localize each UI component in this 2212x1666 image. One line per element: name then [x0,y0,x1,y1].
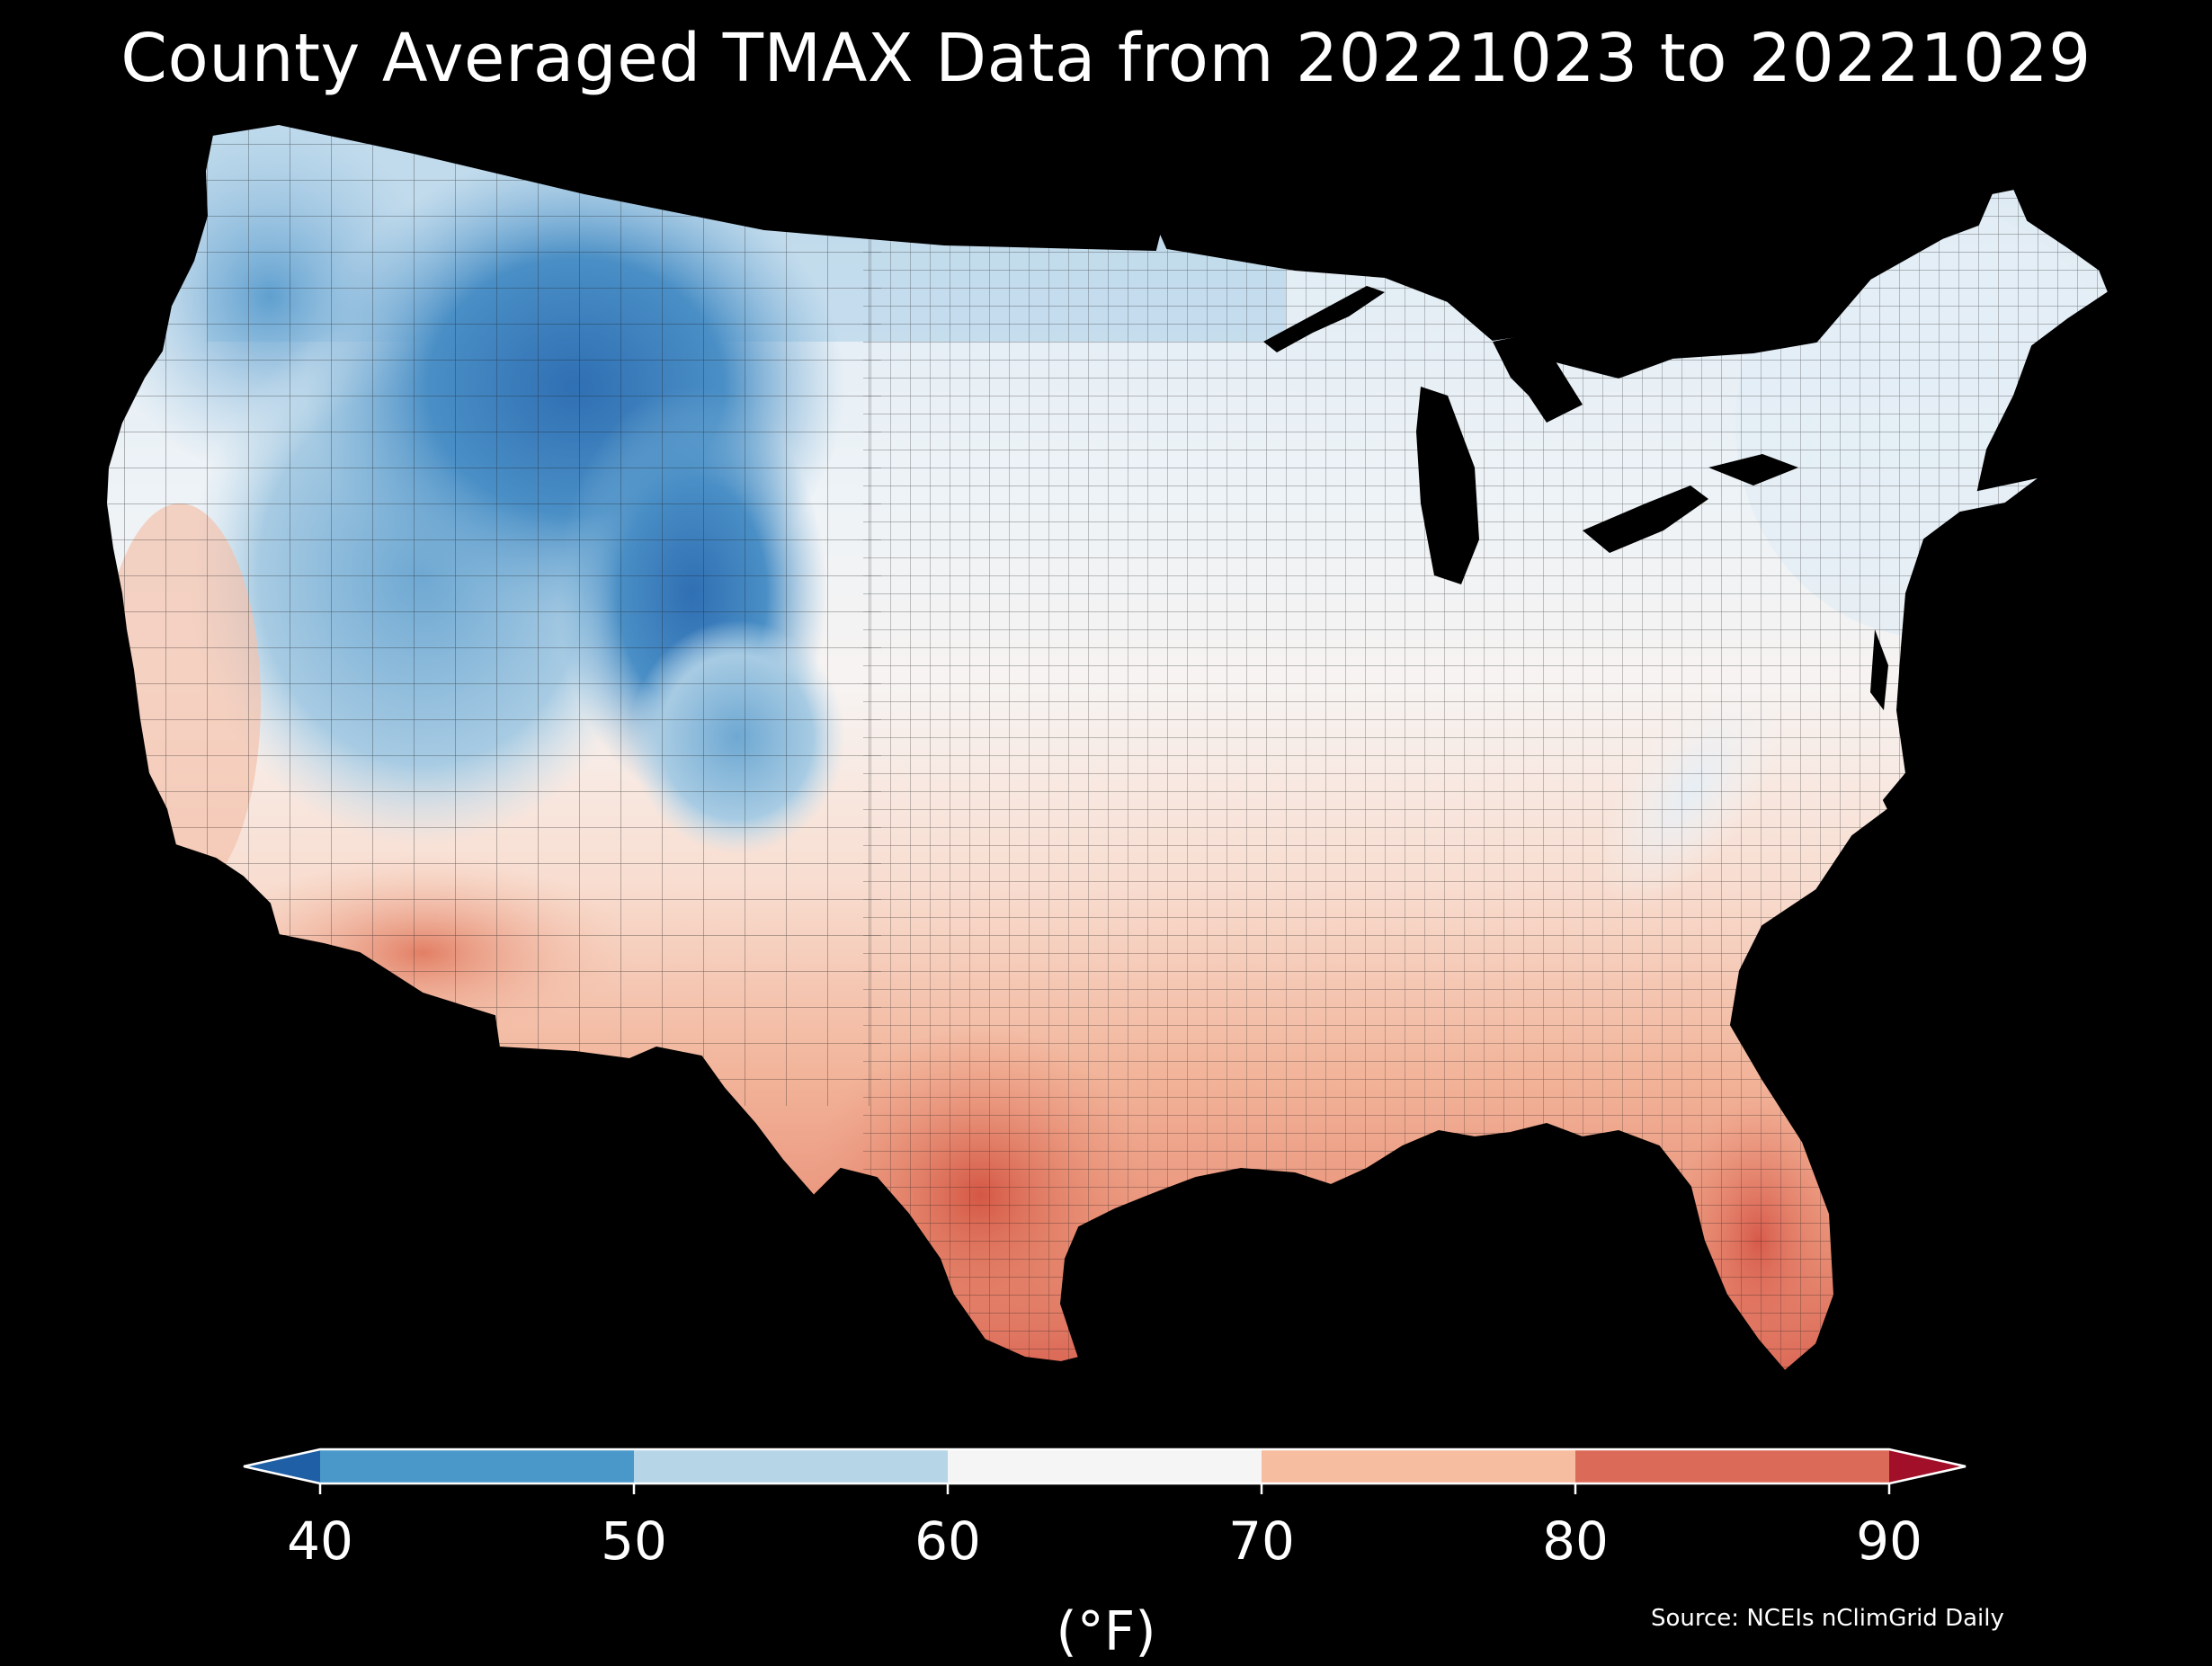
coastal-water [1412,629,1888,1187]
colorbar-extend-high [1889,1449,1966,1483]
colorbar-segment [1262,1449,1575,1483]
colorbar-segment [320,1449,634,1483]
colorbar-segment [1575,1449,1889,1483]
great-lakes [1263,286,1798,584]
colorbar [243,1448,1967,1494]
colorbar-segment [948,1449,1262,1483]
colorbar-extend-low [244,1449,320,1483]
source-credit: Source: NCEIs nClimGrid Daily [1651,1605,2004,1632]
colorbar-segment [634,1449,948,1483]
map-title: County Averaged TMAX Data from 20221023 … [120,20,2092,97]
